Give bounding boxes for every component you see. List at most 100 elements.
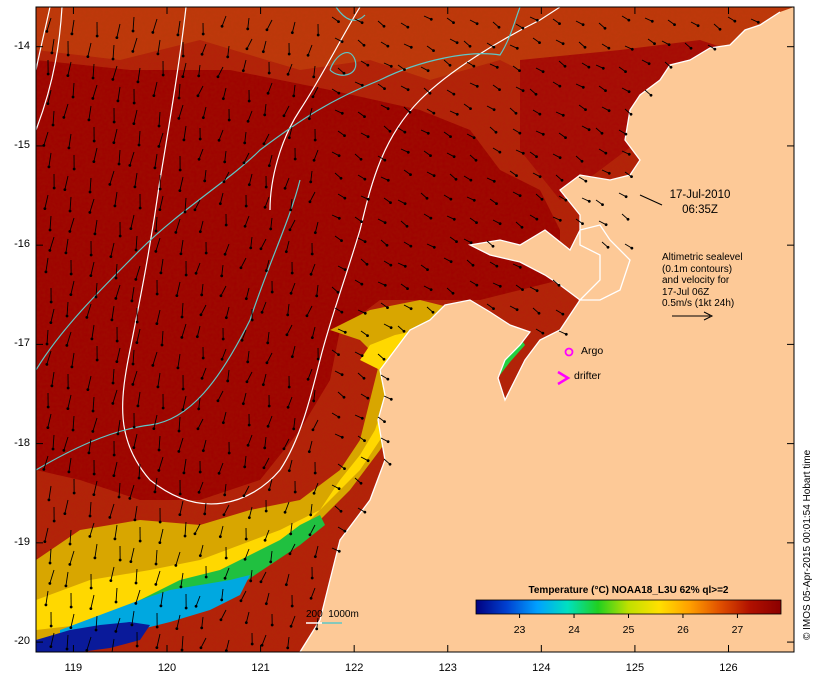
velocity-arrow-head xyxy=(630,247,633,250)
velocity-arrow-head xyxy=(588,200,591,203)
lat-tick-label: -14 xyxy=(2,40,30,52)
velocity-arrow-head xyxy=(535,93,538,96)
colorbar-tick-label: 24 xyxy=(559,624,589,636)
velocity-arrow-head xyxy=(247,120,250,123)
velocity-arrow-head xyxy=(96,35,99,38)
velocity-arrow-head xyxy=(131,623,134,626)
altimetry-line: 0.5m/s (1kt 24h) xyxy=(662,298,743,310)
velocity-arrow-head xyxy=(162,74,165,77)
velocity-arrow-head xyxy=(62,116,65,119)
velocity-arrow-head xyxy=(363,511,366,514)
velocity-arrow-head xyxy=(162,407,165,410)
velocity-arrow-head xyxy=(49,645,52,648)
velocity-arrow-head xyxy=(535,155,538,158)
velocity-arrow-head xyxy=(390,398,393,401)
velocity-arrow-head xyxy=(202,449,205,452)
velocity-arrow-head xyxy=(263,466,266,469)
velocity-arrow-head xyxy=(159,188,162,191)
velocity-arrow-head xyxy=(119,235,122,238)
lon-tick-label: 124 xyxy=(521,662,561,674)
velocity-arrow-head xyxy=(242,69,245,72)
velocity-arrow-head xyxy=(174,564,177,567)
velocity-arrow-head xyxy=(343,72,346,75)
velocity-arrow-head xyxy=(268,488,271,491)
velocity-arrow-head xyxy=(69,210,72,213)
velocity-arrow-head xyxy=(93,140,96,143)
velocity-arrow-head xyxy=(427,132,430,135)
velocity-arrow-head xyxy=(224,253,227,256)
velocity-arrow-head xyxy=(177,117,180,120)
velocity-arrow-head xyxy=(360,482,363,485)
velocity-arrow-head xyxy=(475,284,478,287)
timestamp-date: 17-Jul-2010 xyxy=(660,188,740,203)
velocity-arrow-head xyxy=(137,80,140,83)
velocity-arrow-head xyxy=(245,538,248,541)
velocity-arrow-head xyxy=(389,463,392,466)
colorbar-title: Temperature (°C) NOAA18_L3U 62% ql>=2 xyxy=(476,585,781,596)
velocity-arrow-head xyxy=(266,28,269,31)
velocity-arrow-head xyxy=(361,354,364,357)
velocity-arrow-head xyxy=(178,430,181,433)
velocity-arrow-head xyxy=(91,430,94,433)
velocity-arrow-head xyxy=(383,25,386,28)
velocity-arrow-head xyxy=(312,428,315,431)
velocity-arrow-head xyxy=(181,649,184,652)
velocity-arrow-head xyxy=(108,183,111,186)
velocity-arrow-head xyxy=(50,301,53,304)
velocity-arrow-head xyxy=(472,264,475,267)
velocity-arrow-head xyxy=(260,580,263,583)
velocity-arrow-head xyxy=(134,278,137,281)
velocity-arrow-head xyxy=(410,46,413,49)
velocity-arrow-head xyxy=(246,361,249,364)
velocity-arrow-head xyxy=(260,247,263,250)
velocity-arrow-head xyxy=(542,133,545,136)
velocity-arrow-head xyxy=(65,344,68,347)
velocity-arrow-head xyxy=(713,48,716,51)
velocity-arrow-head xyxy=(115,36,118,39)
velocity-arrow-head xyxy=(245,297,248,300)
velocity-arrow-head xyxy=(198,491,201,494)
velocity-arrow-head xyxy=(361,84,364,87)
velocity-arrow-head xyxy=(624,70,627,73)
velocity-arrow-head xyxy=(224,577,227,580)
velocity-arrow-head xyxy=(558,85,561,88)
velocity-arrow-head xyxy=(180,585,183,588)
velocity-arrow-head xyxy=(344,331,347,334)
velocity-arrow-head xyxy=(341,436,344,439)
velocity-arrow-head xyxy=(584,46,587,49)
velocity-arrow-head xyxy=(219,202,222,205)
velocity-arrow-head xyxy=(340,177,343,180)
lon-tick-label: 126 xyxy=(708,662,748,674)
velocity-arrow-head xyxy=(628,153,631,156)
velocity-arrow-head xyxy=(426,268,429,271)
velocity-arrow-head xyxy=(65,584,68,587)
velocity-arrow-head xyxy=(132,30,135,33)
velocity-arrow-head xyxy=(498,88,501,91)
velocity-arrow-head xyxy=(733,20,736,23)
altimetry-line: and velocity for xyxy=(662,275,743,287)
velocity-arrow-head xyxy=(449,198,452,201)
velocity-arrow-head xyxy=(65,251,68,254)
velocity-arrow-head xyxy=(223,180,226,183)
timestamp-time: 06:35Z xyxy=(660,203,740,218)
velocity-arrow-head xyxy=(561,179,564,182)
velocity-arrow-head xyxy=(194,208,197,211)
velocity-arrow-head xyxy=(88,535,91,538)
colorbar-tick-label: 27 xyxy=(722,624,752,636)
velocity-arrow-head xyxy=(203,180,206,183)
velocity-arrow-head xyxy=(155,563,158,566)
altimetry-line: (0.1m contours) xyxy=(662,264,743,276)
velocity-arrow-head xyxy=(115,277,118,280)
velocity-arrow-head xyxy=(390,326,393,329)
velocity-arrow-head xyxy=(499,222,502,225)
velocity-arrow-head xyxy=(651,20,654,23)
lat-tick-label: -18 xyxy=(2,437,30,449)
velocity-arrow-head xyxy=(70,273,73,276)
velocity-arrow-head xyxy=(492,245,495,248)
velocity-arrow-head xyxy=(180,336,183,339)
velocity-arrow-head xyxy=(383,420,386,423)
velocity-arrow-head xyxy=(314,231,317,234)
velocity-arrow-head xyxy=(48,165,51,168)
velocity-arrow-head xyxy=(243,466,246,469)
